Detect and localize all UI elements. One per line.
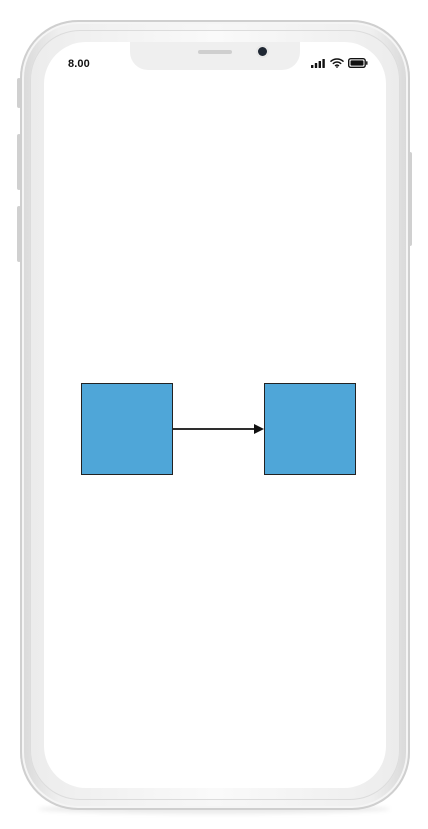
- diagram-canvas: [44, 42, 386, 788]
- volume-down-button: [17, 206, 21, 262]
- camera-notch: [130, 42, 300, 70]
- battery-icon: [348, 58, 368, 68]
- arrow-right-icon: [254, 424, 264, 434]
- right-node-box[interactable]: [264, 383, 356, 475]
- wifi-icon: [330, 58, 344, 68]
- phone-screen: 8.00: [44, 42, 386, 788]
- signal-icon: [311, 59, 325, 68]
- volume-up-button: [17, 134, 21, 190]
- status-icons: [311, 57, 368, 69]
- phone-frame: 8.00: [20, 20, 410, 810]
- speaker-grille: [198, 50, 232, 54]
- left-node-box[interactable]: [81, 383, 173, 475]
- front-camera: [258, 47, 267, 56]
- power-button: [408, 152, 412, 246]
- phone-bezel: 8.00: [30, 30, 400, 800]
- mute-switch: [17, 78, 21, 108]
- status-time: 8.00: [68, 58, 90, 70]
